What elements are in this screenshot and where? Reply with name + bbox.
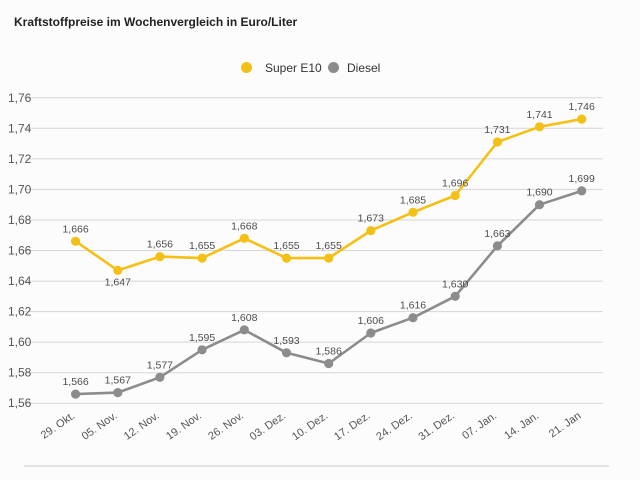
- svg-text:1,690: 1,690: [526, 187, 552, 199]
- svg-text:1,673: 1,673: [358, 213, 384, 225]
- svg-text:1,66: 1,66: [8, 244, 32, 258]
- svg-text:05. Nov.: 05. Nov.: [80, 410, 120, 443]
- svg-text:1,685: 1,685: [400, 194, 426, 206]
- svg-text:1,655: 1,655: [316, 240, 342, 252]
- svg-text:1,606: 1,606: [358, 315, 384, 327]
- svg-text:1,593: 1,593: [273, 335, 299, 347]
- svg-text:1,56: 1,56: [8, 396, 32, 410]
- svg-text:1,655: 1,655: [189, 240, 215, 252]
- svg-text:1,731: 1,731: [484, 124, 510, 136]
- svg-text:1,62: 1,62: [8, 305, 32, 319]
- svg-text:1,647: 1,647: [105, 276, 131, 288]
- svg-text:1,70: 1,70: [8, 182, 32, 196]
- svg-text:1,616: 1,616: [400, 300, 426, 312]
- svg-text:1,696: 1,696: [442, 178, 468, 190]
- svg-text:1,68: 1,68: [8, 213, 32, 227]
- svg-text:1,746: 1,746: [569, 101, 595, 113]
- svg-text:19. Nov.: 19. Nov.: [164, 410, 204, 443]
- svg-text:03. Dez.: 03. Dez.: [248, 410, 288, 443]
- svg-text:1,566: 1,566: [62, 376, 88, 388]
- svg-text:1,656: 1,656: [147, 239, 173, 251]
- svg-text:26. Nov.: 26. Nov.: [206, 410, 246, 443]
- svg-text:1,74: 1,74: [8, 121, 32, 135]
- svg-text:1,64: 1,64: [8, 274, 32, 288]
- svg-text:1,663: 1,663: [484, 228, 510, 240]
- svg-text:1,76: 1,76: [8, 91, 32, 105]
- svg-text:1,72: 1,72: [8, 152, 32, 166]
- svg-text:29. Okt.: 29. Okt.: [39, 410, 77, 442]
- svg-text:17. Dez.: 17. Dez.: [332, 410, 372, 443]
- svg-text:1,668: 1,668: [231, 220, 257, 232]
- svg-text:31. Dez.: 31. Dez.: [416, 410, 456, 443]
- svg-text:1,577: 1,577: [147, 359, 173, 371]
- svg-text:1,567: 1,567: [105, 375, 131, 387]
- svg-text:1,595: 1,595: [189, 332, 215, 344]
- svg-text:1,699: 1,699: [569, 173, 595, 185]
- svg-text:1,58: 1,58: [8, 366, 32, 380]
- svg-text:07. Jan.: 07. Jan.: [460, 410, 499, 442]
- svg-text:12. Nov.: 12. Nov.: [122, 410, 162, 443]
- svg-text:1,608: 1,608: [231, 312, 257, 324]
- svg-text:1,741: 1,741: [526, 109, 552, 121]
- svg-text:1,666: 1,666: [62, 223, 88, 235]
- svg-text:24. Dez.: 24. Dez.: [374, 410, 414, 443]
- svg-text:1,655: 1,655: [273, 240, 299, 252]
- svg-text:21. Jan: 21. Jan: [547, 410, 583, 441]
- svg-text:1,586: 1,586: [316, 346, 342, 358]
- svg-text:1,630: 1,630: [442, 278, 468, 290]
- svg-text:1,60: 1,60: [8, 335, 32, 349]
- svg-text:14. Jan.: 14. Jan.: [502, 410, 541, 442]
- svg-text:10. Dez.: 10. Dez.: [290, 410, 330, 443]
